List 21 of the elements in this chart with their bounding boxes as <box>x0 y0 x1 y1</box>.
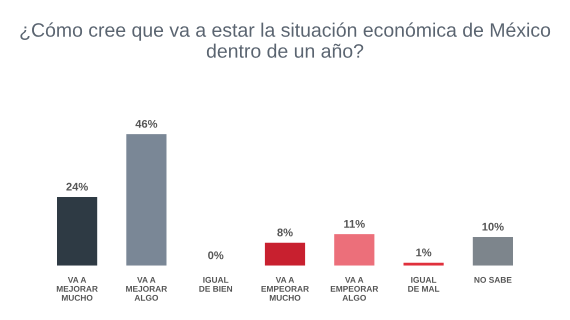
data-label: 11% <box>344 220 365 228</box>
chart-title: ¿Cómo cree que va a estar la situación económica de México dentro de un año? <box>20 22 550 58</box>
x-tick-label: IGUAL DE MAL <box>408 276 440 292</box>
x-tick-label: VA A MEJORAR ALGO <box>126 277 168 301</box>
data-label: 8% <box>277 228 293 236</box>
data-label: 24% <box>66 182 88 191</box>
x-tick-label: VA A EMPEORAR ALGO <box>330 277 378 301</box>
data-label: 1% <box>416 248 432 256</box>
x-tick-label: IGUAL DE BIEN <box>199 276 232 292</box>
bar <box>57 197 98 266</box>
bar <box>404 262 444 266</box>
x-tick-label: VA A EMPEORAR MUCHO <box>261 277 309 301</box>
x-tick-label: VA A MEJORAR MUCHO <box>56 277 98 301</box>
bar <box>126 134 166 266</box>
bar <box>472 237 513 266</box>
bar <box>334 234 374 266</box>
data-label: 10% <box>482 222 504 231</box>
data-label: 46% <box>135 120 158 128</box>
x-tick-label: NO SABE <box>474 276 512 283</box>
bar <box>264 242 306 266</box>
data-label: 0% <box>208 251 224 260</box>
